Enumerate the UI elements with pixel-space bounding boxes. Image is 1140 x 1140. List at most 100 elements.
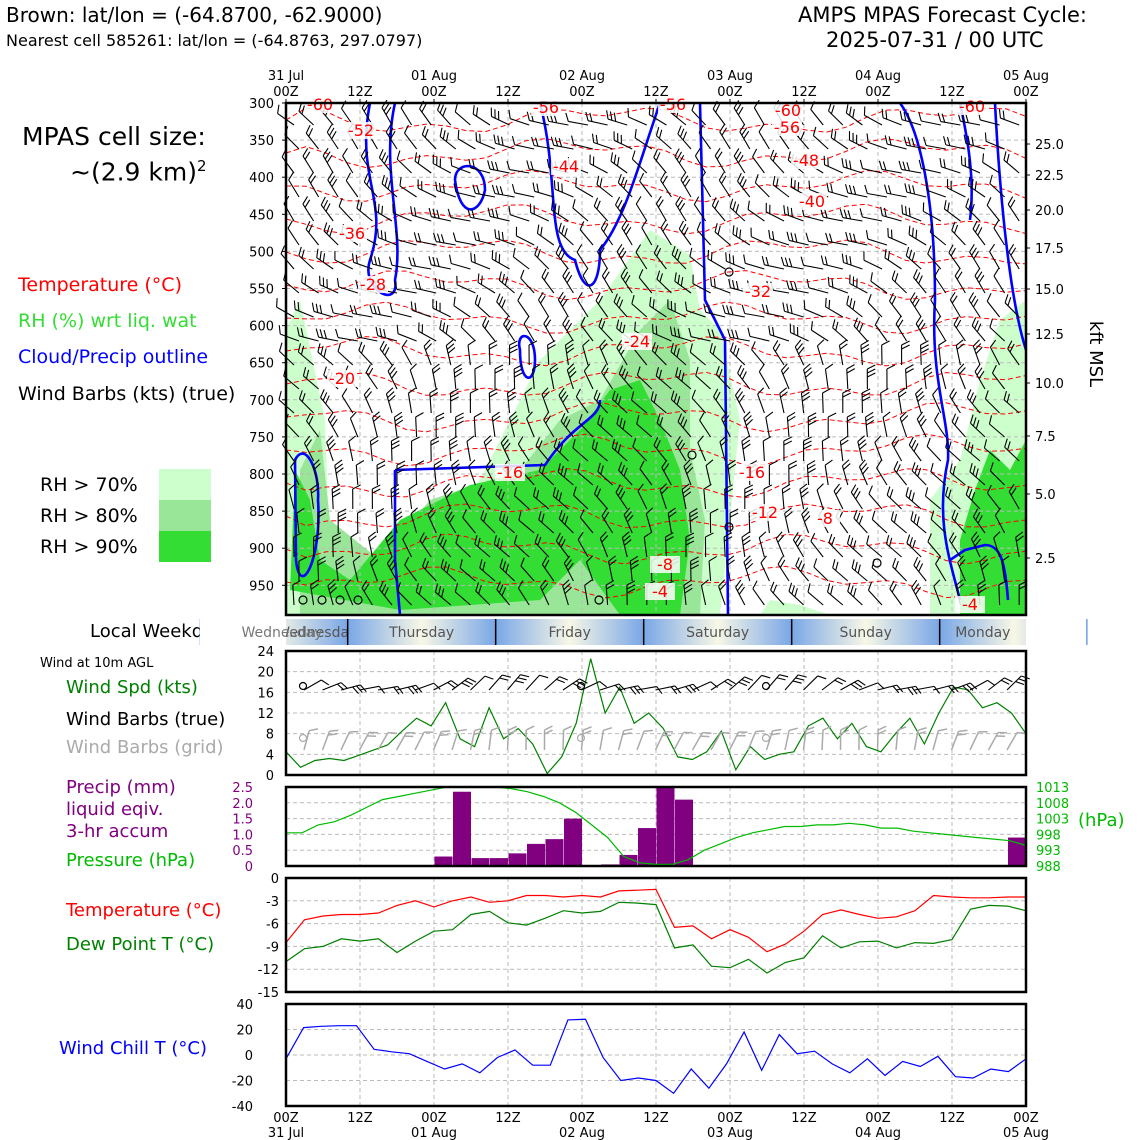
wind-barb (428, 256, 451, 270)
wind-barb (499, 558, 515, 582)
wind-barb (595, 292, 609, 318)
wind-barb (991, 364, 1006, 390)
surface-barb-grid (358, 731, 378, 751)
wind-barb (308, 171, 320, 198)
wind-barb (766, 280, 790, 294)
wind-barb (379, 340, 393, 366)
surface-barb-grid (1006, 731, 1026, 751)
top-date-label: 05 Aug (1003, 69, 1049, 84)
wind-barb (910, 511, 927, 534)
wind-barb (661, 459, 672, 486)
wind-barb (631, 294, 648, 318)
bottom-date-label: 01 Aug (411, 1126, 457, 1140)
wind-barb (832, 559, 849, 582)
wind-barb (908, 225, 927, 246)
wind-barb (827, 583, 844, 606)
wind-barb (951, 413, 966, 438)
wind-barb (456, 275, 476, 294)
wind-barb (573, 486, 589, 510)
precip-tick-label: 0 (245, 860, 253, 875)
rh90-swatch (159, 531, 211, 562)
wind-barb (805, 232, 829, 246)
wind-barb (298, 390, 314, 414)
wind-barb (780, 256, 804, 270)
surface-barb-true (951, 682, 978, 693)
wind-barb (748, 508, 758, 534)
wind-barb (616, 319, 633, 342)
wind-barb (939, 157, 961, 174)
wind-barb (496, 293, 511, 318)
wind-barb (529, 203, 550, 222)
calm-circle (298, 595, 308, 605)
wind-barb (938, 339, 947, 366)
surface-barb-grid (784, 727, 798, 751)
wind-barb (635, 196, 648, 222)
wind-barb (703, 303, 726, 318)
wind-barb (453, 363, 463, 390)
wind-barb (517, 292, 530, 318)
wind-barb (496, 581, 511, 606)
wind-barb (707, 328, 731, 342)
wind-barb (288, 483, 297, 510)
wind-barb (349, 304, 373, 318)
wind-barb (419, 100, 432, 126)
wind-barb (827, 276, 848, 294)
pressure-tick-label: 1003 (1036, 813, 1069, 828)
wind-barb (677, 125, 692, 150)
wind-barb (278, 325, 300, 342)
wind-barb (296, 507, 305, 534)
contour-label-bg (531, 99, 561, 116)
wind-barb (974, 363, 986, 390)
wind-barb (330, 304, 353, 318)
wind-barb (768, 460, 778, 486)
top-time-label: 12Z (791, 85, 817, 100)
wind-barb (863, 251, 883, 270)
wind-barb (287, 220, 300, 246)
wind-barb (782, 302, 804, 318)
wind-barb (664, 532, 674, 558)
wind-barb (893, 461, 908, 486)
wind-barb (859, 208, 883, 222)
precip-bar (527, 843, 545, 866)
precip-panel-bg (286, 787, 1026, 866)
wind-barb (415, 412, 424, 438)
wind-barb (867, 581, 883, 606)
wind-barb (1001, 555, 1010, 582)
wind-barb (788, 582, 804, 606)
temperature-line (285, 888, 1026, 953)
wind-barb (385, 531, 395, 558)
surface-barb-grid (636, 729, 654, 751)
wind-barb (293, 300, 314, 318)
contour-label-bg (750, 504, 780, 521)
wind-barb (989, 243, 1001, 270)
precip-tick-label: 1.0 (232, 828, 253, 843)
wind-barb (600, 220, 614, 246)
wind-barb (538, 511, 555, 534)
surface-barb-grid (377, 731, 397, 751)
wind-barb (886, 364, 896, 390)
wind-barb (915, 387, 925, 414)
surface-barb-grid (932, 728, 948, 751)
wind-barb (319, 275, 339, 294)
weekday-band (495, 619, 644, 645)
wind-barb (335, 328, 358, 342)
nearest-cell-line: Nearest cell 585261: lat/lon = (-64.8763… (6, 31, 423, 50)
wind-barb (341, 224, 359, 246)
wind-barb (491, 250, 510, 270)
wind-barb (334, 251, 354, 270)
calm-circle (317, 595, 327, 605)
surface-barb-true (433, 680, 459, 691)
wind-barb (743, 411, 754, 438)
wind-barb (989, 174, 1005, 198)
wind-barb (765, 202, 785, 222)
wind-barb (369, 555, 379, 582)
wind-barb (395, 230, 417, 246)
wind-barb (801, 207, 824, 222)
calm-circle (576, 733, 586, 743)
temperature-contour-label: -60 (307, 95, 333, 114)
wind-barb (937, 112, 961, 126)
wind-barb (411, 436, 420, 462)
wind-barb (553, 180, 574, 198)
surface-barb-grid (876, 725, 887, 751)
wind-barb (367, 531, 377, 558)
